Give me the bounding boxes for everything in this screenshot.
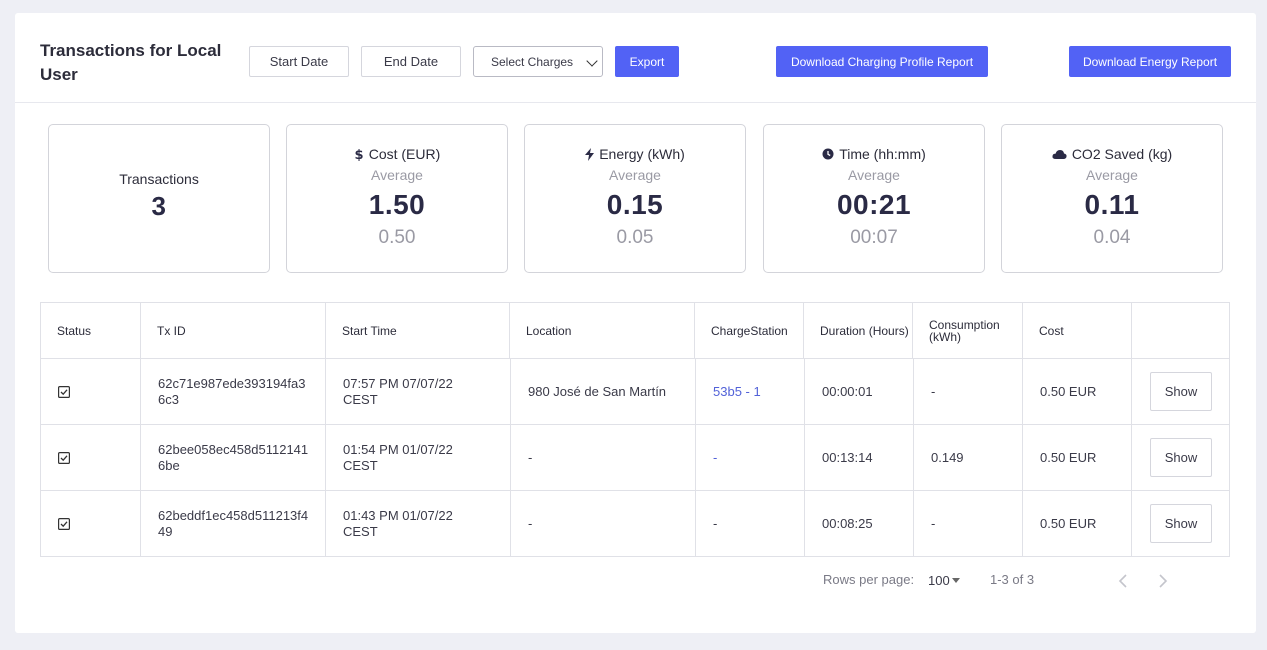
- dollar-icon: $: [354, 148, 363, 161]
- end-date-field[interactable]: End Date: [361, 46, 461, 77]
- export-button[interactable]: Export: [615, 46, 679, 77]
- transactions-card: Transactions for Local User Start Date E…: [15, 13, 1256, 633]
- start-date-field[interactable]: Start Date: [249, 46, 349, 77]
- table-row: 62c71e987ede393194fa36c3 07:57 PM 07/07/…: [41, 359, 1229, 425]
- checked-icon: [58, 385, 70, 398]
- charge-station-link[interactable]: -: [713, 449, 718, 465]
- table-row: 62beddf1ec458d511213f449 01:43 PM 01/07/…: [41, 491, 1229, 556]
- column-actions: [1132, 303, 1230, 358]
- location: 980 José de San Martín: [511, 359, 696, 424]
- show-button[interactable]: Show: [1150, 438, 1212, 477]
- column-txid[interactable]: Tx ID: [141, 303, 326, 358]
- caret-down-icon: [951, 578, 960, 583]
- stat-cost-average: 0.50: [378, 227, 416, 248]
- stat-energy: Energy (kWh) Average 0.15 0.05: [524, 124, 746, 273]
- stat-time-sub: Average: [848, 167, 900, 183]
- column-chargestation[interactable]: ChargeStation: [695, 303, 804, 358]
- charge-station-link[interactable]: 53b5 - 1: [713, 383, 761, 399]
- stat-cost-sub: Average: [371, 167, 423, 183]
- column-location[interactable]: Location: [510, 303, 695, 358]
- tx-id: 62bee058ec458d51121416be: [141, 425, 326, 490]
- cost: 0.50 EUR: [1023, 359, 1132, 424]
- stat-transactions: Transactions 3: [48, 124, 270, 273]
- start-time: 01:54 PM 01/07/22 CEST: [326, 425, 511, 490]
- cost: 0.50 EUR: [1023, 425, 1132, 490]
- location: -: [511, 425, 696, 490]
- table-header: Status Tx ID Start Time Location ChargeS…: [41, 303, 1229, 359]
- cloud-icon: [1052, 149, 1067, 159]
- column-cost[interactable]: Cost: [1023, 303, 1132, 358]
- stat-cost-label: Cost (EUR): [368, 146, 441, 162]
- stat-cost-value: 1.50: [368, 189, 426, 220]
- column-start-time[interactable]: Start Time: [326, 303, 510, 358]
- stat-transactions-label: Transactions: [119, 171, 199, 187]
- chevron-down-icon: [586, 55, 598, 67]
- charge-station: -: [696, 491, 805, 556]
- column-consumption[interactable]: Consumption (kWh): [913, 303, 1023, 358]
- duration: 00:13:14: [805, 425, 914, 490]
- stat-energy-value: 0.15: [606, 189, 664, 220]
- start-time: 01:43 PM 01/07/22 CEST: [326, 491, 511, 556]
- svg-text:$: $: [354, 148, 363, 161]
- stat-time-label: Time (hh:mm): [839, 146, 926, 162]
- transactions-table: Status Tx ID Start Time Location ChargeS…: [40, 302, 1230, 557]
- select-charges-dropdown[interactable]: Select Charges: [473, 46, 603, 77]
- rows-per-page-label: Rows per page:: [823, 572, 915, 587]
- download-energy-report-button[interactable]: Download Energy Report: [1069, 46, 1231, 77]
- duration: 00:08:25: [805, 491, 914, 556]
- lightning-icon: [585, 147, 595, 161]
- consumption: 0.149: [914, 425, 1023, 490]
- column-status[interactable]: Status: [41, 303, 141, 358]
- stat-energy-average: 0.05: [616, 227, 654, 248]
- clock-icon: [822, 148, 834, 160]
- stat-time-value: 00:21: [836, 189, 912, 220]
- stat-transactions-value: 3: [151, 191, 167, 221]
- stat-cost: $ Cost (EUR) Average 1.50 0.50: [286, 124, 508, 273]
- stat-co2-average: 0.04: [1093, 227, 1131, 248]
- checked-icon: [58, 451, 70, 464]
- rows-per-page-value: 100: [928, 573, 950, 588]
- stat-energy-label: Energy (kWh): [599, 146, 685, 162]
- chevron-right-icon[interactable]: [1158, 574, 1168, 588]
- stat-co2-label: CO2 Saved (kg): [1071, 146, 1173, 162]
- stat-co2-value: 0.11: [1084, 189, 1140, 220]
- stat-time-average: 00:07: [850, 227, 898, 248]
- column-duration[interactable]: Duration (Hours): [804, 303, 913, 358]
- chevron-left-icon[interactable]: [1118, 574, 1128, 588]
- checked-icon: [58, 517, 70, 530]
- tx-id: 62beddf1ec458d511213f449: [141, 491, 326, 556]
- stat-time: Time (hh:mm) Average 00:21 00:07: [763, 124, 985, 273]
- stat-co2-sub: Average: [1086, 167, 1138, 183]
- consumption: -: [914, 491, 1023, 556]
- page-title: Transactions for Local User: [40, 41, 222, 84]
- show-button[interactable]: Show: [1150, 504, 1212, 543]
- duration: 00:00:01: [805, 359, 914, 424]
- rows-per-page-select[interactable]: 100: [928, 573, 960, 588]
- select-charges-label: Select Charges: [491, 54, 574, 69]
- start-time: 07:57 PM 07/07/22 CEST: [326, 359, 511, 424]
- cost: 0.50 EUR: [1023, 491, 1132, 556]
- location: -: [511, 491, 696, 556]
- consumption: -: [914, 359, 1023, 424]
- download-charging-profile-button[interactable]: Download Charging Profile Report: [776, 46, 988, 77]
- stat-energy-sub: Average: [609, 167, 661, 183]
- transactions-header: Transactions for Local User Start Date E…: [15, 13, 1256, 103]
- tx-id: 62c71e987ede393194fa36c3: [141, 359, 326, 424]
- table-row: 62bee058ec458d51121416be 01:54 PM 01/07/…: [41, 425, 1229, 491]
- stat-co2: CO2 Saved (kg) Average 0.11 0.04: [1001, 124, 1223, 273]
- pagination-range: 1-3 of 3: [990, 572, 1035, 587]
- show-button[interactable]: Show: [1150, 372, 1212, 411]
